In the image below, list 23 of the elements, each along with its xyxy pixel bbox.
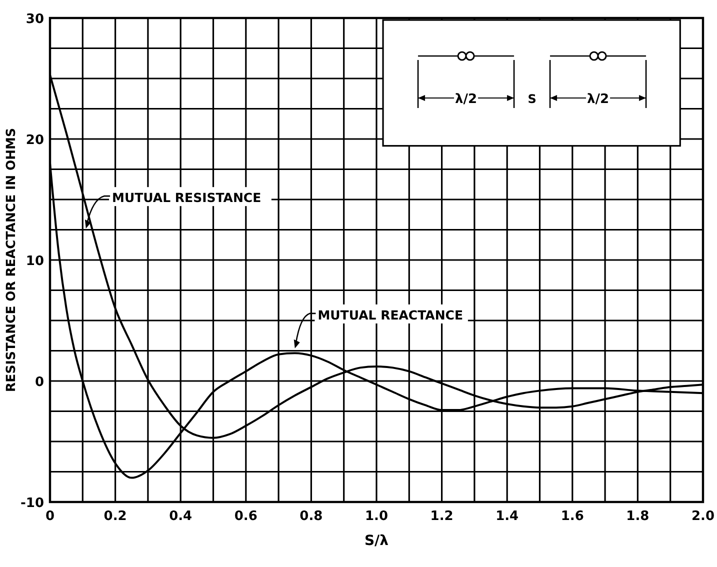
y-tick-label: 30 xyxy=(26,12,44,27)
y-tick-label: 20 xyxy=(26,133,44,148)
x-tick-label: 1.0 xyxy=(364,509,388,524)
text: MUTUAL REACTANCE xyxy=(318,307,464,322)
y-tick-label: -10 xyxy=(20,496,44,511)
x-tick-label: 1.4 xyxy=(496,509,519,524)
x-tick-label: 1.6 xyxy=(560,509,584,524)
x-tick-label: 0 xyxy=(45,509,55,524)
y-tick-label: 10 xyxy=(26,254,44,269)
x-tick-label: 0.4 xyxy=(169,509,192,524)
x-tick-label: 0.6 xyxy=(234,509,258,524)
x-tick-label: 1.2 xyxy=(430,509,454,524)
x-tick-label: 1.8 xyxy=(626,509,650,524)
annotation: λ/2 xyxy=(587,92,610,107)
annotation: S xyxy=(528,92,536,106)
x-axis-title: S/λ xyxy=(364,533,389,549)
y-tick-label: 0 xyxy=(34,375,44,390)
text: MUTUAL RESISTANCE xyxy=(112,190,262,206)
x-tick-label: 0.8 xyxy=(300,509,323,524)
y-axis-title: RESISTANCE OR REACTANCE IN OHMS xyxy=(3,128,18,392)
x-tick-label: 0.2 xyxy=(104,509,127,524)
annotation: λ/2 xyxy=(455,92,478,107)
x-tick-label: 2.0 xyxy=(691,509,715,524)
